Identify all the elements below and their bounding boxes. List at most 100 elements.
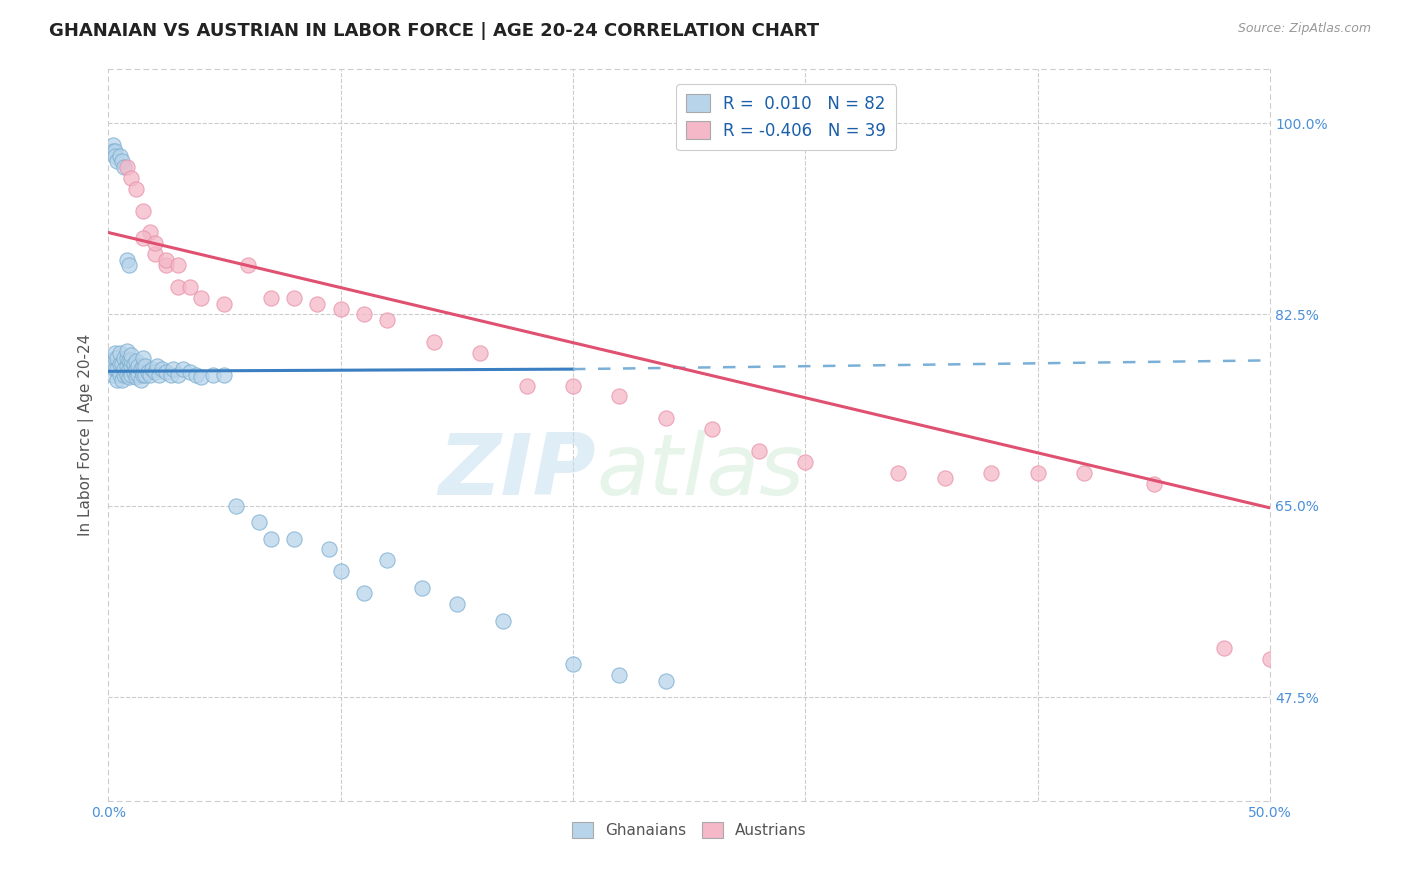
Point (155, 365, 177, 379)
Point (143, 247, 166, 261)
Point (515, 378, 537, 392)
Point (118, 369, 141, 384)
Point (107, 362, 129, 376)
Text: atlas: atlas (596, 430, 804, 513)
Point (167, 258, 190, 272)
Point (115, 368, 138, 382)
Point (112, 160, 135, 174)
Point (118, 362, 141, 376)
Point (115, 343, 138, 358)
Point (115, 160, 138, 174)
Point (167, 368, 190, 382)
Point (111, 373, 134, 387)
Point (468, 345, 491, 359)
Point (887, 466, 910, 480)
Point (422, 334, 444, 349)
Point (179, 280, 201, 294)
Point (214, 296, 236, 310)
Point (190, 369, 212, 384)
Point (127, 368, 149, 382)
Point (108, 357, 131, 371)
Point (136, 365, 159, 379)
Point (794, 455, 817, 469)
Point (1258, 652, 1281, 666)
Text: Source: ZipAtlas.com: Source: ZipAtlas.com (1237, 22, 1371, 36)
Point (167, 280, 190, 294)
Point (115, 351, 138, 366)
Point (132, 231, 155, 245)
Point (104, 149, 127, 163)
Point (115, 359, 138, 373)
Point (1026, 466, 1049, 480)
Point (190, 291, 212, 305)
Point (139, 226, 162, 240)
Point (104, 362, 127, 376)
Point (247, 515, 270, 529)
Point (134, 368, 156, 382)
Point (1073, 466, 1095, 480)
Point (112, 351, 135, 366)
Point (283, 291, 305, 305)
Point (375, 313, 398, 327)
Point (115, 252, 138, 267)
Text: ZIP: ZIP (439, 430, 596, 513)
Point (125, 354, 148, 368)
Point (107, 154, 129, 169)
Point (129, 362, 152, 376)
Point (107, 373, 129, 387)
Point (101, 138, 124, 153)
Point (562, 657, 585, 672)
Text: GHANAIAN VS AUSTRIAN IN LABOR FORCE | AGE 20-24 CORRELATION CHART: GHANAIAN VS AUSTRIAN IN LABOR FORCE | AG… (49, 22, 820, 40)
Point (132, 359, 155, 373)
Point (108, 345, 131, 359)
Legend: Ghanaians, Austrians: Ghanaians, Austrians (565, 815, 813, 845)
Point (143, 365, 166, 379)
Point (122, 357, 145, 371)
Point (118, 258, 141, 272)
Point (214, 368, 236, 382)
Point (353, 586, 375, 600)
Point (112, 368, 135, 382)
Point (283, 532, 305, 546)
Point (120, 359, 142, 373)
Point (307, 296, 329, 310)
Point (112, 362, 135, 376)
Point (492, 614, 515, 628)
Point (111, 357, 134, 371)
Point (318, 542, 340, 557)
Point (655, 673, 678, 688)
Point (120, 170, 142, 185)
Point (104, 345, 127, 359)
Point (125, 182, 148, 196)
Point (260, 291, 283, 305)
Point (260, 532, 283, 546)
Point (146, 359, 169, 373)
Point (134, 359, 156, 373)
Point (132, 203, 155, 218)
Point (155, 252, 177, 267)
Point (934, 471, 956, 485)
Point (179, 365, 201, 379)
Point (104, 351, 127, 366)
Point (127, 359, 149, 373)
Point (120, 348, 142, 362)
Point (329, 301, 352, 316)
Point (101, 144, 124, 158)
Point (104, 144, 127, 158)
Y-axis label: In Labor Force | Age 20-24: In Labor Force | Age 20-24 (79, 334, 94, 536)
Point (143, 236, 166, 251)
Point (375, 553, 398, 567)
Point (609, 668, 631, 682)
Point (446, 597, 468, 611)
Point (329, 565, 352, 579)
Point (101, 357, 124, 371)
Point (120, 353, 142, 368)
Point (609, 389, 631, 403)
Point (236, 258, 259, 272)
Point (132, 351, 155, 366)
Point (125, 369, 148, 384)
Point (186, 368, 208, 382)
Point (141, 362, 163, 376)
Point (148, 368, 170, 382)
Point (101, 368, 124, 382)
